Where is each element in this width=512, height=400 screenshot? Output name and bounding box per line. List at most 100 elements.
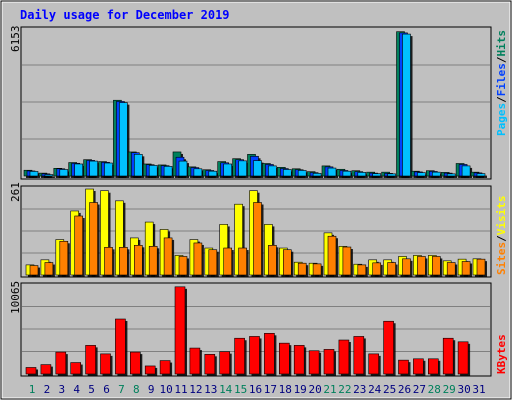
bar-pages-day-10: [163, 166, 173, 177]
y-max-kbytes: 10065: [9, 281, 22, 314]
bar-sites-day-5: [89, 202, 98, 276]
bar-kbytes-day-30: [457, 341, 469, 375]
bar-sites-day-17: [268, 245, 277, 276]
bar-pages-day-2: [44, 174, 54, 177]
bar-pages-day-27-shadow: [419, 174, 428, 178]
legend-files: Files: [495, 63, 508, 96]
legend-visits: Visits: [495, 196, 508, 236]
bar-pages-day-24-shadow: [374, 175, 383, 178]
x-tick-day-31: 31: [472, 383, 485, 396]
bar-kbytes-day-8: [130, 351, 141, 375]
bar-sites-day-26: [402, 258, 411, 276]
bar-sites-day-15: [238, 247, 247, 276]
bar-kbytes-day-21: [323, 349, 335, 375]
bar-pages-day-18: [282, 169, 292, 177]
bar-kbytes-day-12: [189, 347, 201, 375]
x-tick-day-20: 20: [308, 383, 321, 396]
x-tick-day-18: 18: [279, 383, 292, 396]
bar-sites-day-16: [253, 202, 262, 276]
bar-kbytes-day-10: [159, 360, 171, 375]
x-tick-day-7: 7: [118, 383, 125, 396]
bar-kbytes-day-22: [338, 339, 350, 375]
bar-pages-day-17: [268, 165, 277, 177]
bar-kbytes-day-19: [293, 345, 305, 375]
bar-sites-day-23: [357, 264, 367, 276]
bar-pages-day-11: [178, 160, 188, 177]
bar-pages-day-2-shadow: [46, 176, 55, 178]
legend-hits: Hits: [495, 30, 508, 57]
x-tick-day-29: 29: [443, 383, 456, 396]
x-tick-day-30: 30: [457, 383, 470, 396]
bar-kbytes-day-23: [353, 336, 365, 375]
x-tick-day-4: 4: [73, 383, 80, 396]
bar-pages-day-4: [74, 163, 83, 177]
bar-pages-day-20-shadow: [315, 175, 324, 178]
bar-pages-day-1: [29, 171, 39, 177]
bar-pages-day-20: [312, 173, 322, 177]
bar-sites-day-4: [74, 215, 83, 276]
legend-kbytes: KBytes: [495, 334, 508, 374]
bar-kbytes-day-5: [85, 345, 96, 375]
bar-sites-day-18: [282, 249, 292, 276]
bar-pages-day-29-shadow: [449, 175, 458, 178]
bar-pages-day-19: [297, 170, 307, 177]
x-tick-day-19: 19: [294, 383, 307, 396]
bar-kbytes-day-15: [234, 337, 245, 375]
bar-kbytes-day-25: [383, 320, 394, 375]
y-max-hits: 6153: [9, 26, 22, 53]
x-tick-day-10: 10: [159, 383, 172, 396]
bar-kbytes-day-1: [25, 367, 37, 375]
bar-sites-day-9: [148, 246, 158, 276]
bar-kbytes-day-3: [55, 351, 67, 375]
x-tick-day-9: 9: [148, 383, 155, 396]
bar-kbytes-day-28: [427, 358, 439, 375]
panel-hits-bg: [20, 26, 492, 180]
bar-kbytes-day-13: [204, 354, 216, 375]
bar-pages-day-28: [431, 171, 441, 177]
x-tick-day-12: 12: [189, 383, 202, 396]
legend-slash-2: /: [495, 56, 508, 63]
bar-kbytes-day-29: [442, 337, 454, 375]
bar-sites-day-25: [387, 262, 396, 276]
x-tick-day-28: 28: [428, 383, 441, 396]
bar-pages-day-13: [208, 170, 218, 177]
bar-sites-day-20: [312, 263, 322, 276]
x-tick-day-2: 2: [44, 383, 51, 396]
bar-sites-day-6: [104, 247, 113, 276]
bar-pages-day-31: [476, 173, 486, 177]
bar-pages-day-14: [223, 163, 232, 177]
x-tick-day-23: 23: [353, 383, 366, 396]
legend-sites-visits: Sites/Visits: [495, 196, 508, 276]
bar-pages-day-23: [357, 172, 367, 177]
x-tick-day-25: 25: [383, 383, 396, 396]
bar-pages-day-9: [148, 165, 158, 177]
x-tick-day-6: 6: [103, 383, 110, 396]
chart-title: Daily usage for December 2019: [20, 8, 230, 22]
x-tick-day-1: 1: [29, 383, 36, 396]
bar-pages-day-15: [238, 160, 247, 177]
bar-sites-day-19: [297, 262, 307, 276]
x-tick-day-21: 21: [323, 383, 336, 396]
bar-kbytes-day-27: [413, 358, 424, 375]
bar-pages-day-6: [104, 162, 113, 177]
x-tick-day-14: 14: [219, 383, 233, 396]
bar-pages-day-24: [372, 173, 382, 177]
legend-slash-3: /: [495, 235, 508, 242]
x-tick-day-8: 8: [133, 383, 140, 396]
bar-pages-day-5: [89, 160, 98, 177]
bar-sites-day-30: [461, 261, 471, 276]
bar-sites-day-27: [417, 256, 426, 276]
legend-sites: Sites: [495, 242, 508, 275]
bar-pages-day-21: [327, 167, 337, 177]
bar-kbytes-day-2: [40, 364, 52, 375]
x-tick-day-15: 15: [234, 383, 247, 396]
bar-sites-day-11: [178, 256, 188, 276]
bar-kbytes-day-24: [368, 353, 380, 375]
bar-kbytes-day-20: [308, 350, 320, 375]
bar-kbytes-day-26: [398, 359, 409, 375]
x-tick-day-16: 16: [249, 383, 262, 396]
bar-sites-day-1: [29, 265, 39, 276]
x-tick-day-3: 3: [58, 383, 65, 396]
